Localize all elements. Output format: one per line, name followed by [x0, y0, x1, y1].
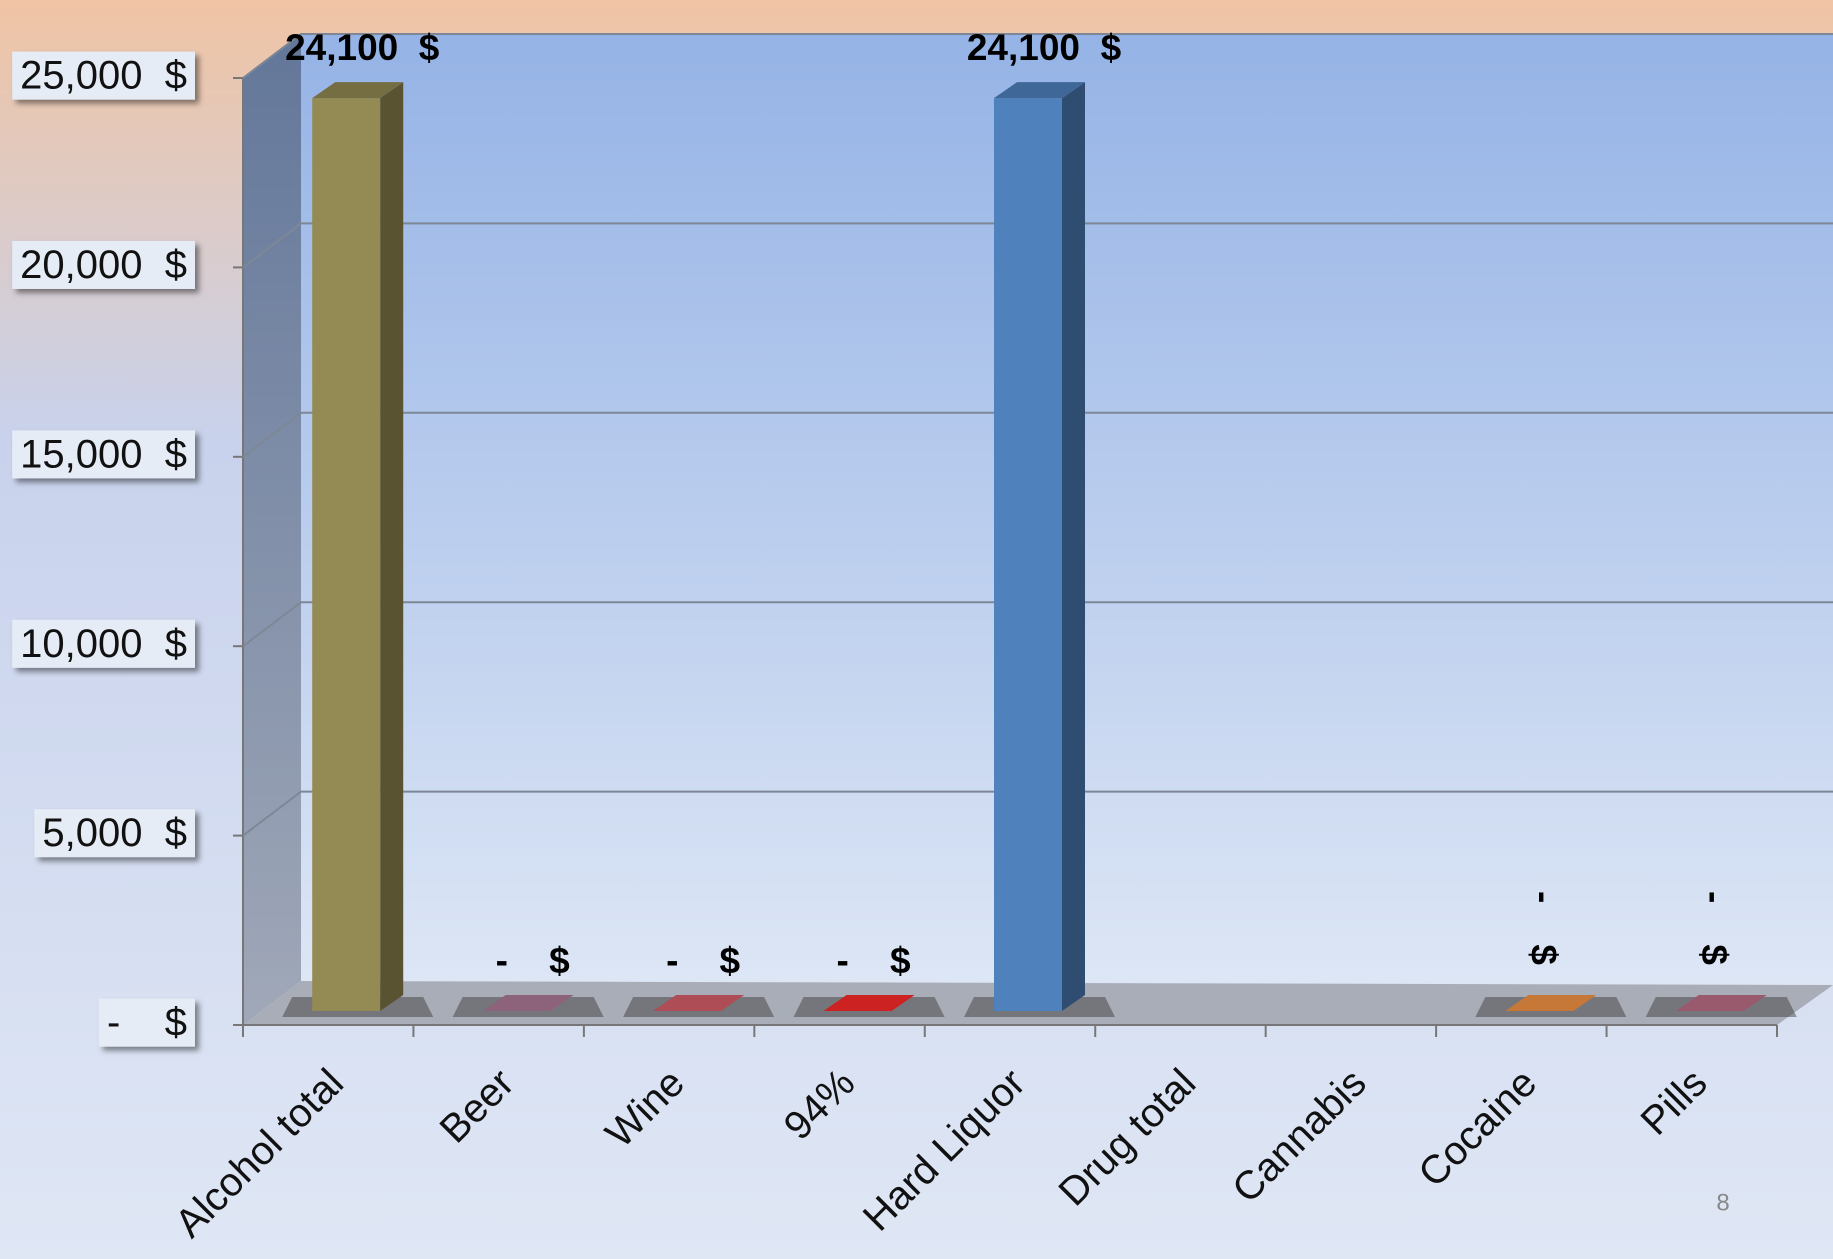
- grid-line: [242, 790, 1833, 837]
- bar-top: [312, 82, 404, 99]
- grid-line: [242, 601, 1833, 647]
- label-box: [98, 998, 195, 1047]
- value-label: - $: [1524, 891, 1565, 965]
- grid-line: [242, 33, 1833, 79]
- bar-top: [1675, 995, 1767, 1011]
- y-tick-label: 25,000 $: [20, 54, 187, 98]
- y-tick-box: 15,000 $: [12, 430, 195, 479]
- y-tick-box: 25,000 $: [12, 51, 195, 100]
- y-tick-label: 20,000 $: [20, 243, 187, 287]
- value-label: - $: [496, 940, 570, 981]
- bar: [482, 995, 574, 1011]
- label-box: [12, 51, 195, 100]
- bar: [1675, 995, 1767, 1011]
- page-number: 8: [1716, 1189, 1729, 1216]
- bar-front: [994, 98, 1062, 1012]
- value-label: 24,100 $: [285, 27, 440, 68]
- value-label: - $: [666, 940, 740, 981]
- bar-top: [1505, 995, 1597, 1011]
- label-box: [12, 430, 195, 479]
- label-box: [34, 809, 195, 858]
- bar: [823, 995, 915, 1011]
- y-tick-label: - $: [107, 1001, 187, 1045]
- grid-line: [242, 222, 1833, 269]
- bar-side: [1062, 82, 1085, 1012]
- bar-top: [994, 82, 1085, 99]
- label-box: [12, 619, 195, 668]
- y-tick-box: 20,000 $: [12, 240, 195, 289]
- bar-front: [312, 98, 381, 1012]
- grid-line: [242, 411, 1833, 458]
- label-box: [12, 240, 195, 289]
- y-tick-box: 10,000 $: [12, 619, 195, 668]
- bar-top: [823, 995, 915, 1011]
- value-label: - $: [837, 940, 911, 981]
- y-tick-box: - $: [98, 998, 195, 1047]
- value-label: 24,100 $: [967, 27, 1122, 68]
- bar: [653, 995, 745, 1011]
- bar: [994, 82, 1085, 1012]
- bar-top: [653, 995, 745, 1011]
- side-wall: [243, 34, 301, 1025]
- bar-side: [380, 82, 404, 1012]
- y-tick-box: 5,000 $: [34, 809, 195, 858]
- bar: [312, 82, 404, 1012]
- y-tick-label: 15,000 $: [20, 432, 187, 476]
- y-tick-label: 10,000 $: [20, 622, 187, 666]
- bar: [1505, 995, 1597, 1011]
- bar-top: [482, 995, 574, 1011]
- value-label: - $: [1694, 891, 1735, 965]
- y-tick-label: 5,000 $: [42, 811, 187, 855]
